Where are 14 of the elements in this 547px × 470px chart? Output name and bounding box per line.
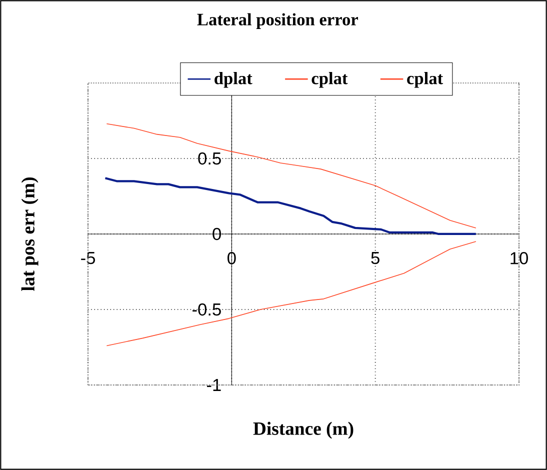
- chart-title: Lateral position error: [197, 13, 358, 29]
- legend-label: cplat: [407, 72, 444, 88]
- y-axis-title: lat pos err (m): [21, 178, 38, 291]
- legend-label: cplat: [312, 72, 348, 88]
- y-tick-label: 0: [212, 228, 221, 240]
- line-series: [106, 241, 476, 346]
- y-tick-label: -0.5: [192, 303, 221, 316]
- legend-label: dplat: [214, 72, 252, 88]
- x-tick-label: 5: [371, 252, 380, 264]
- y-tick-label: 0.5: [198, 152, 221, 165]
- line-series: [106, 123, 476, 228]
- x-tick-label: 10: [510, 252, 528, 264]
- x-axis-title: Distance (m): [253, 422, 354, 439]
- y-tick-label: -1: [206, 379, 221, 391]
